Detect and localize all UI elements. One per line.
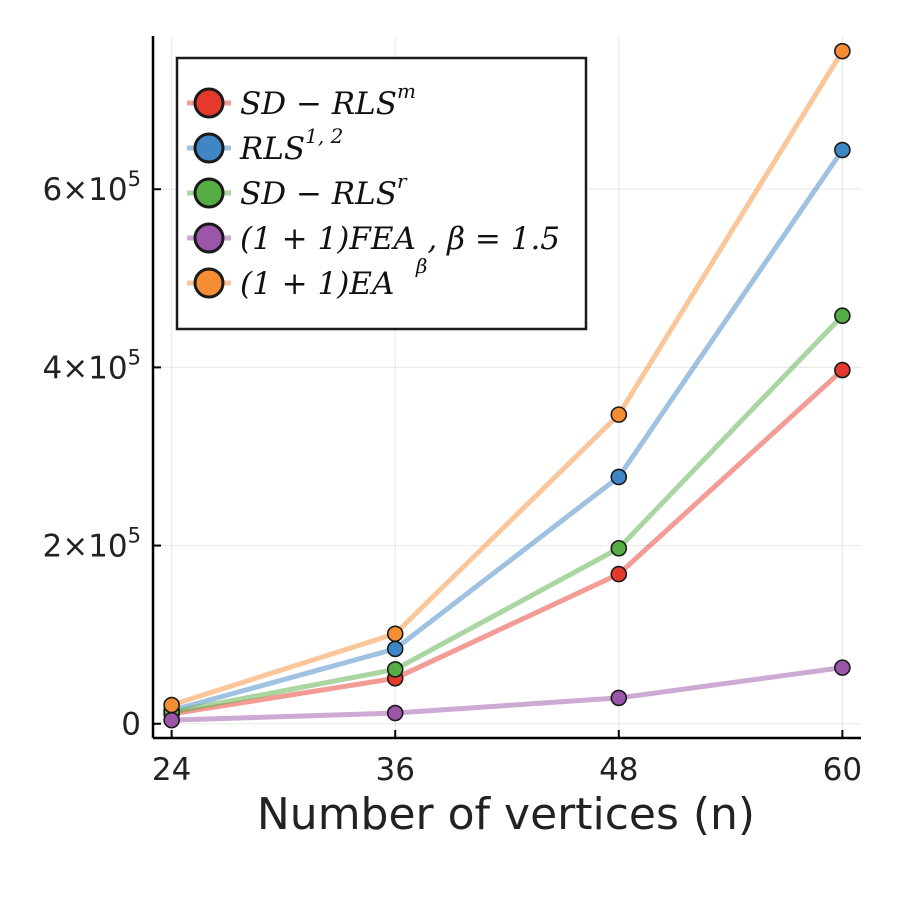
data-point-s2-2 [610, 539, 628, 557]
legend-marker-2 [193, 177, 225, 209]
legend-label-sub: β [415, 254, 428, 278]
x-tick-label: 24 [152, 752, 191, 788]
data-point-s3-1 [386, 704, 404, 722]
series-line-1 [169, 147, 845, 713]
legend-marker-4 [193, 267, 225, 299]
data-point-s3-2 [610, 689, 628, 707]
data-point-s3-0 [163, 711, 180, 729]
series-lines [169, 48, 845, 723]
legend-marker-1 [193, 132, 225, 164]
data-point-s1-3 [834, 141, 851, 159]
x-axis-title: Number of vertices (n) [257, 789, 755, 840]
legend-label-sup: 1, 2 [305, 124, 343, 148]
y-tick-mantissa: 6×10 [42, 172, 127, 208]
series-line-0 [169, 367, 845, 717]
axes [151, 36, 861, 740]
legend-label-3: (1 + 1)FEAβ, β = 1.5 [240, 221, 560, 278]
legend-label-main: SD − RLS [240, 86, 397, 122]
legend-label-tail: , β = 1.5 [427, 221, 560, 257]
y-tick-label: 4×105 [42, 345, 141, 386]
data-point-s4-3 [834, 42, 851, 60]
y-tick-label: 2×105 [42, 524, 141, 565]
series-points [163, 42, 851, 729]
legend-label-sup: m [397, 79, 416, 103]
y-tick-mantissa: 2×10 [42, 529, 127, 565]
y-tick-exponent: 5 [128, 524, 141, 548]
legend-label-1: RLS1, 2 [239, 124, 343, 167]
data-point-s4-0 [163, 696, 180, 714]
series-line-2 [169, 313, 845, 715]
series-line-3 [169, 665, 845, 723]
y-tick-exponent: 5 [128, 167, 141, 191]
legend-box [175, 56, 588, 331]
legend-label-main: (1 + 1)FEA [240, 221, 416, 257]
data-point-s1-2 [610, 468, 628, 486]
series-line-4 [169, 48, 845, 708]
legend-label-main: RLS [239, 131, 305, 167]
legend-marker-3 [193, 222, 225, 254]
data-point-s0-2 [610, 565, 628, 583]
legend-label-2: SD − RLSr [240, 169, 408, 212]
x-tick-label: 48 [599, 752, 638, 788]
legend-marker-0 [193, 87, 225, 119]
data-point-s4-2 [610, 406, 628, 423]
legend-label-0: SD − RLSm [240, 79, 416, 122]
legend-label-main: (1 + 1)EA [240, 266, 394, 302]
x-ticks: 24 36 48 60 [152, 730, 862, 788]
y-tick-mantissa: 4×10 [42, 350, 127, 386]
x-tick-label: 36 [375, 752, 414, 788]
data-point-s3-3 [834, 659, 851, 676]
y-tick-mantissa: 0 [121, 707, 141, 743]
x-tick-label: 60 [823, 752, 862, 788]
data-point-s1-1 [386, 640, 404, 658]
data-point-s0-3 [834, 361, 851, 379]
legend-label-sup: r [397, 169, 408, 193]
legend-label-4: (1 + 1)EA [240, 266, 394, 302]
data-point-s2-3 [834, 307, 851, 325]
y-tick-exponent: 5 [128, 345, 141, 369]
data-point-s4-1 [386, 625, 404, 643]
data-point-s2-1 [386, 661, 404, 678]
y-tick-label: 6×105 [42, 167, 141, 208]
legend-label-main: SD − RLS [240, 176, 397, 212]
y-tick-label: 0 [121, 707, 141, 743]
